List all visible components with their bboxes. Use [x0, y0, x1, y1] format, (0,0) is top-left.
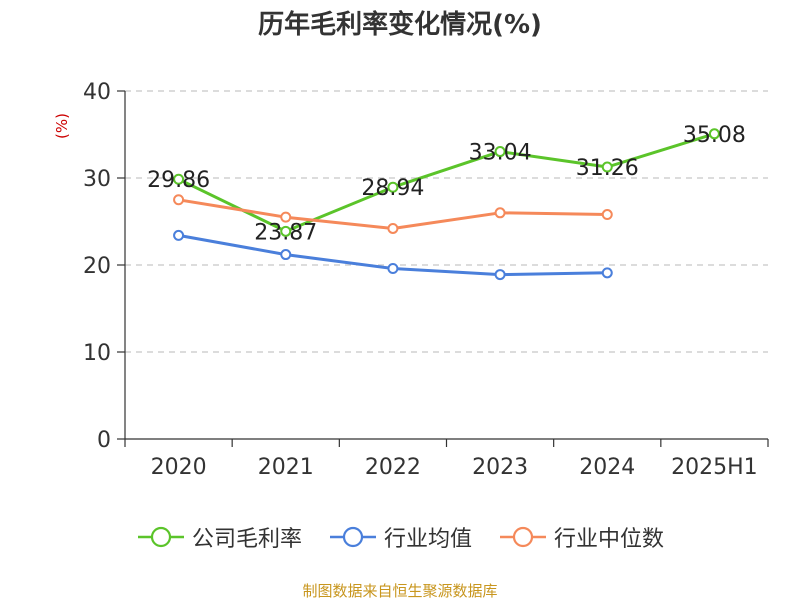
y-tick-label: 0 [97, 428, 111, 453]
data-point [387, 222, 399, 234]
legend-label: 公司毛利率 [191, 527, 302, 552]
y-tick-label: 20 [83, 254, 111, 279]
x-tick-label: 2023 [472, 455, 528, 480]
x-tick-label: 2020 [151, 455, 207, 480]
data-labels: 29.86 23.87 28.94 33.04 31.26 35.08 [147, 123, 746, 246]
data-point [387, 181, 399, 193]
data-label: 29.86 [147, 168, 210, 193]
data-point [387, 262, 399, 274]
series-lines [173, 128, 720, 281]
series-line [177, 132, 715, 233]
x-tick-label: 2025H1 [671, 455, 758, 480]
data-point [708, 128, 720, 140]
legend: 公司毛利率 行业均值 行业中位数 [0, 520, 800, 554]
data-label: 28.94 [361, 176, 424, 201]
data-label: 31.26 [576, 156, 639, 181]
legend-item[interactable]: 行业中位数 [498, 521, 664, 553]
gridlines [125, 90, 768, 353]
data-point [173, 194, 185, 206]
axes: 0 10 20 30 40 (%) 2020 2021 2022 2023 2024 2025H1 [53, 80, 769, 480]
data-point [280, 249, 292, 261]
legend-marker-icon [329, 526, 376, 548]
data-point [494, 207, 506, 219]
data-label: 23.87 [254, 220, 317, 245]
x-tick-label: 2021 [258, 455, 314, 480]
y-axis-label: (%) [53, 113, 71, 139]
data-point [173, 229, 185, 241]
data-point [601, 267, 613, 279]
data-point [173, 173, 185, 185]
chart-title: 历年毛利率变化情况(%) [258, 10, 542, 40]
y-tick-label: 30 [83, 167, 111, 192]
legend-item[interactable]: 公司毛利率 [136, 521, 302, 553]
data-label: 35.08 [683, 123, 746, 148]
x-tick-label: 2022 [365, 455, 421, 480]
legend-marker-icon [500, 526, 546, 548]
legend-item[interactable]: 行业均值 [328, 521, 472, 553]
source-note: 制图数据来自恒生聚源数据库 [302, 582, 498, 600]
x-tick-label: 2024 [579, 455, 635, 480]
data-point [601, 161, 613, 173]
data-point [280, 211, 292, 223]
legend-label: 行业均值 [383, 527, 472, 552]
y-tick-label: 10 [83, 341, 111, 366]
legend-marker-icon [137, 526, 184, 548]
data-point [494, 269, 506, 281]
y-tick-label: 40 [83, 80, 111, 105]
data-label: 33.04 [469, 141, 532, 166]
legend-label: 行业中位数 [554, 527, 665, 552]
data-point [280, 225, 292, 237]
data-point [601, 209, 613, 221]
data-point [494, 146, 506, 158]
